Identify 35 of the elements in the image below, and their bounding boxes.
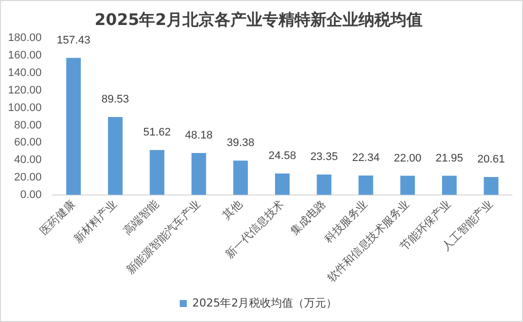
- y-tick-label: 40.00: [14, 154, 42, 166]
- bar: [66, 58, 81, 195]
- data-label: 24.58: [268, 150, 296, 162]
- y-tick-label: 80.00: [14, 119, 42, 132]
- data-label: 22.00: [394, 152, 422, 164]
- bar: [358, 175, 374, 195]
- chart-title: 2025年2月北京各产业专精特新企业纳税均值: [94, 10, 422, 29]
- bar: [108, 116, 123, 195]
- data-label: 20.61: [477, 153, 505, 166]
- y-tick-label: 160.00: [8, 50, 42, 62]
- y-tick-label: 20.00: [14, 172, 42, 184]
- x-tick-label: 其他: [220, 198, 245, 222]
- data-label: 23.35: [310, 151, 338, 164]
- bar: [316, 174, 332, 195]
- y-tick-label: 140.00: [8, 67, 42, 80]
- y-tick-label: 60.00: [14, 136, 42, 149]
- data-label: 22.34: [352, 152, 380, 164]
- y-tick-label: 120.00: [8, 84, 42, 96]
- y-tick-label: 100.00: [8, 102, 42, 114]
- bar: [191, 152, 206, 195]
- y-tick-label: 0.00: [20, 188, 42, 201]
- bar: [442, 176, 457, 195]
- data-label: 157.43: [56, 34, 90, 46]
- data-label: 51.62: [143, 126, 171, 138]
- data-label: 39.38: [226, 137, 254, 150]
- legend-label: 2025年2月税收均值（万元）: [192, 296, 338, 310]
- bar: [275, 173, 290, 195]
- bar: [150, 150, 164, 195]
- data-label: 89.53: [102, 93, 130, 106]
- bar: [400, 176, 415, 195]
- data-label: 21.95: [436, 152, 464, 164]
- data-label: 48.18: [185, 129, 213, 142]
- bar: [233, 160, 248, 195]
- bar: [484, 176, 498, 195]
- y-tick-label: 180.00: [8, 32, 42, 44]
